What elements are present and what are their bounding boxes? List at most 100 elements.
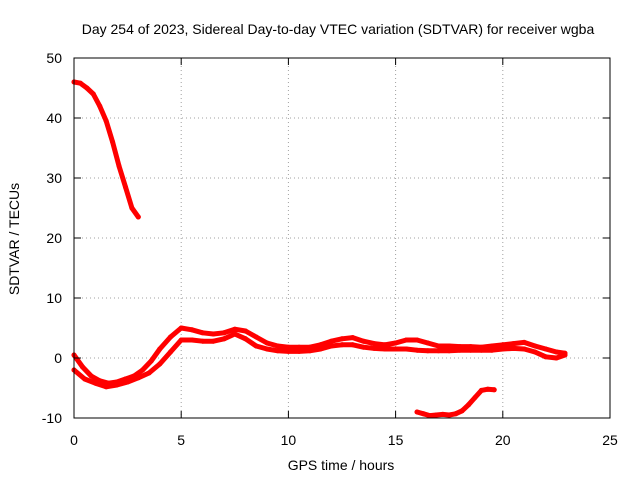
data-point xyxy=(465,402,471,408)
data-point xyxy=(360,338,366,344)
data-point xyxy=(459,408,465,414)
data-point xyxy=(140,367,146,373)
data-point xyxy=(425,348,431,354)
data-layer xyxy=(71,79,568,419)
data-point xyxy=(200,338,206,344)
data-point xyxy=(478,347,484,353)
data-point xyxy=(88,373,94,379)
data-point xyxy=(532,349,538,355)
data-point xyxy=(553,349,559,355)
x-tick-label: 0 xyxy=(70,432,78,448)
data-point xyxy=(472,395,478,401)
data-point xyxy=(328,343,334,349)
data-point xyxy=(80,364,86,370)
y-tick-label: 30 xyxy=(46,170,62,186)
data-point xyxy=(350,342,356,348)
x-axis-label: GPS time / hours xyxy=(288,457,395,473)
data-point xyxy=(110,139,116,145)
data-point xyxy=(489,343,495,349)
data-point xyxy=(328,338,334,344)
data-point xyxy=(414,409,420,415)
data-point xyxy=(125,379,131,385)
data-point xyxy=(167,349,173,355)
y-axis-label: SDTVAR / TECUs xyxy=(6,183,22,295)
data-point xyxy=(425,340,431,346)
axis-ticks: 0 5 10 15 20 25 -10 0 10 20 30 40 50 xyxy=(42,50,618,448)
data-point xyxy=(543,346,549,352)
data-point xyxy=(543,354,549,360)
data-point xyxy=(382,346,388,352)
data-point xyxy=(243,336,249,342)
data-point xyxy=(350,335,356,341)
data-point xyxy=(414,337,420,343)
data-point xyxy=(122,184,128,190)
data-point xyxy=(210,331,216,337)
data-point xyxy=(285,344,291,350)
data-point xyxy=(157,361,163,367)
data-point xyxy=(339,336,345,342)
data-point xyxy=(468,347,474,353)
data-point xyxy=(114,382,120,388)
chart-title: Day 254 of 2023, Sidereal Day-to-day VTE… xyxy=(82,21,595,37)
data-point xyxy=(77,80,83,86)
data-point xyxy=(275,348,281,354)
data-point xyxy=(562,352,568,358)
data-point xyxy=(116,163,122,169)
data-point xyxy=(253,334,259,340)
data-point xyxy=(382,342,388,348)
data-point xyxy=(148,358,154,364)
data-point xyxy=(200,330,206,336)
data-point xyxy=(532,343,538,349)
data-point xyxy=(103,384,109,390)
data-point xyxy=(446,412,452,418)
data-point xyxy=(307,348,313,354)
data-point xyxy=(446,343,452,349)
data-point xyxy=(189,337,195,343)
data-point xyxy=(521,339,527,345)
data-point xyxy=(296,344,302,350)
data-point xyxy=(221,336,227,342)
data-point xyxy=(485,386,491,392)
data-point xyxy=(453,411,459,417)
data-point xyxy=(189,327,195,333)
x-tick-label: 10 xyxy=(281,432,297,448)
data-point xyxy=(371,341,377,347)
data-point xyxy=(97,103,103,109)
data-point xyxy=(103,118,109,124)
data-point xyxy=(414,347,420,353)
data-point xyxy=(491,387,497,393)
data-point xyxy=(264,346,270,352)
data-point xyxy=(478,387,484,393)
data-point xyxy=(521,346,527,352)
data-point xyxy=(221,330,227,336)
data-point xyxy=(210,338,216,344)
data-point xyxy=(232,326,238,332)
data-point xyxy=(157,346,163,352)
data-point xyxy=(339,342,345,348)
data-point xyxy=(178,325,184,331)
data-point xyxy=(84,85,90,91)
data-point xyxy=(435,343,441,349)
data-point xyxy=(360,344,366,350)
data-point xyxy=(511,345,517,351)
data-point xyxy=(90,91,96,97)
data-point xyxy=(440,411,446,417)
data-point xyxy=(178,337,184,343)
data-point xyxy=(146,370,152,376)
data-point xyxy=(433,412,439,418)
data-point xyxy=(129,205,135,211)
data-point xyxy=(135,214,141,220)
data-point xyxy=(275,343,281,349)
data-point xyxy=(489,347,495,353)
data-point xyxy=(427,413,433,419)
grid-lines xyxy=(74,58,610,418)
data-point xyxy=(403,337,409,343)
data-point xyxy=(371,345,377,351)
y-tick-label: 10 xyxy=(46,290,62,306)
data-point xyxy=(318,346,324,352)
data-point xyxy=(553,355,559,361)
x-tick-label: 5 xyxy=(177,432,185,448)
data-point xyxy=(167,334,173,340)
